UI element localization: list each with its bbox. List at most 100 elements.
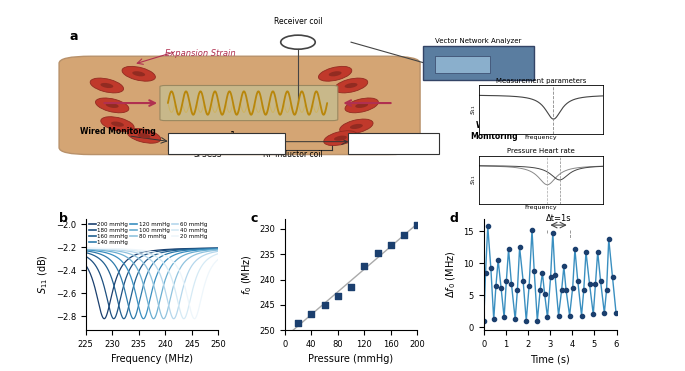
Point <box>490 283 501 289</box>
Point <box>319 302 330 308</box>
Point <box>495 285 506 290</box>
Point <box>521 318 532 324</box>
Ellipse shape <box>345 98 378 113</box>
Point <box>576 313 587 319</box>
Point <box>607 274 618 280</box>
Point <box>558 263 569 269</box>
Point <box>599 310 610 316</box>
Ellipse shape <box>105 103 119 108</box>
Point <box>510 316 521 322</box>
Point <box>512 287 523 293</box>
Point <box>578 287 589 293</box>
Point <box>588 311 599 317</box>
Point <box>610 310 621 316</box>
Ellipse shape <box>101 83 113 88</box>
Point <box>501 278 512 284</box>
Point <box>556 287 567 293</box>
Ellipse shape <box>334 78 368 93</box>
Text: Receiver coil: Receiver coil <box>274 17 322 26</box>
FancyBboxPatch shape <box>59 56 420 155</box>
Point <box>372 250 383 256</box>
Y-axis label: $\Delta f_0$ (MHz): $\Delta f_0$ (MHz) <box>445 251 458 298</box>
Ellipse shape <box>340 119 373 134</box>
Point <box>595 278 606 284</box>
Point <box>488 316 499 322</box>
Point <box>584 281 595 287</box>
Ellipse shape <box>122 66 155 81</box>
Ellipse shape <box>350 124 363 129</box>
Point <box>386 242 397 248</box>
Ellipse shape <box>95 98 129 113</box>
Ellipse shape <box>319 66 352 81</box>
Point <box>514 244 525 250</box>
Point <box>539 291 550 297</box>
Text: a: a <box>70 30 78 43</box>
Ellipse shape <box>111 122 124 127</box>
Point <box>564 313 575 319</box>
Point <box>332 293 343 299</box>
Text: b: b <box>59 212 68 225</box>
Point <box>529 268 540 274</box>
X-axis label: Frequency: Frequency <box>525 206 558 210</box>
Point <box>547 230 558 236</box>
Y-axis label: $S_{11}$: $S_{11}$ <box>469 104 478 115</box>
Point <box>545 274 556 280</box>
Point <box>493 257 503 263</box>
FancyBboxPatch shape <box>160 85 338 121</box>
Point <box>527 227 538 233</box>
Point <box>499 315 510 321</box>
X-axis label: Pressure (mmHg): Pressure (mmHg) <box>308 354 394 364</box>
Point <box>590 281 601 287</box>
Ellipse shape <box>356 103 368 108</box>
Point <box>486 265 497 271</box>
Point <box>542 315 553 321</box>
Text: Wireless
Monitoring: Wireless Monitoring <box>471 121 519 141</box>
Ellipse shape <box>324 131 357 145</box>
Ellipse shape <box>101 117 134 131</box>
Ellipse shape <box>90 78 123 93</box>
Point <box>359 263 370 269</box>
Y-axis label: $S_{11}$: $S_{11}$ <box>469 174 478 186</box>
Text: Δt=1s: Δt=1s <box>546 214 571 223</box>
Point <box>412 222 423 228</box>
X-axis label: Frequency: Frequency <box>525 135 558 140</box>
Text: d: d <box>449 212 458 225</box>
Point <box>572 278 583 284</box>
Point <box>532 318 543 324</box>
FancyBboxPatch shape <box>435 56 490 73</box>
Point <box>601 287 612 293</box>
Point <box>503 246 514 252</box>
FancyBboxPatch shape <box>423 46 534 80</box>
Point <box>580 249 591 255</box>
Text: RF inductor coil: RF inductor coil <box>263 150 323 159</box>
Point <box>345 284 356 290</box>
Point <box>549 272 560 278</box>
Point <box>569 246 580 252</box>
Ellipse shape <box>345 83 358 88</box>
Point <box>553 313 564 319</box>
Title: Measurement parameters: Measurement parameters <box>496 78 586 83</box>
Point <box>523 283 534 289</box>
X-axis label: Time (s): Time (s) <box>530 354 570 364</box>
Ellipse shape <box>329 71 342 76</box>
Point <box>567 285 578 290</box>
Point <box>537 270 548 276</box>
Point <box>480 270 491 276</box>
Ellipse shape <box>127 128 161 143</box>
Title: Pressure Heart rate: Pressure Heart rate <box>508 148 575 154</box>
X-axis label: Frequency (MHz): Frequency (MHz) <box>111 354 193 364</box>
Point <box>399 232 410 238</box>
Ellipse shape <box>132 71 145 76</box>
Point <box>603 236 614 242</box>
Point <box>478 318 489 324</box>
Point <box>306 311 316 317</box>
Text: c: c <box>250 212 258 225</box>
Text: SFSCSS: SFSCSS <box>193 150 222 159</box>
Text: $f=\dfrac{1}{2\pi\sqrt{LC}}$: $f=\dfrac{1}{2\pi\sqrt{LC}}$ <box>201 129 251 157</box>
FancyBboxPatch shape <box>349 133 438 154</box>
Y-axis label: $S_{11}$ (dB): $S_{11}$ (dB) <box>36 255 50 294</box>
FancyBboxPatch shape <box>168 133 285 154</box>
Point <box>593 249 603 255</box>
Text: Expansion Strain: Expansion Strain <box>165 49 236 58</box>
Text: Vector Network Analyzer: Vector Network Analyzer <box>435 38 522 45</box>
